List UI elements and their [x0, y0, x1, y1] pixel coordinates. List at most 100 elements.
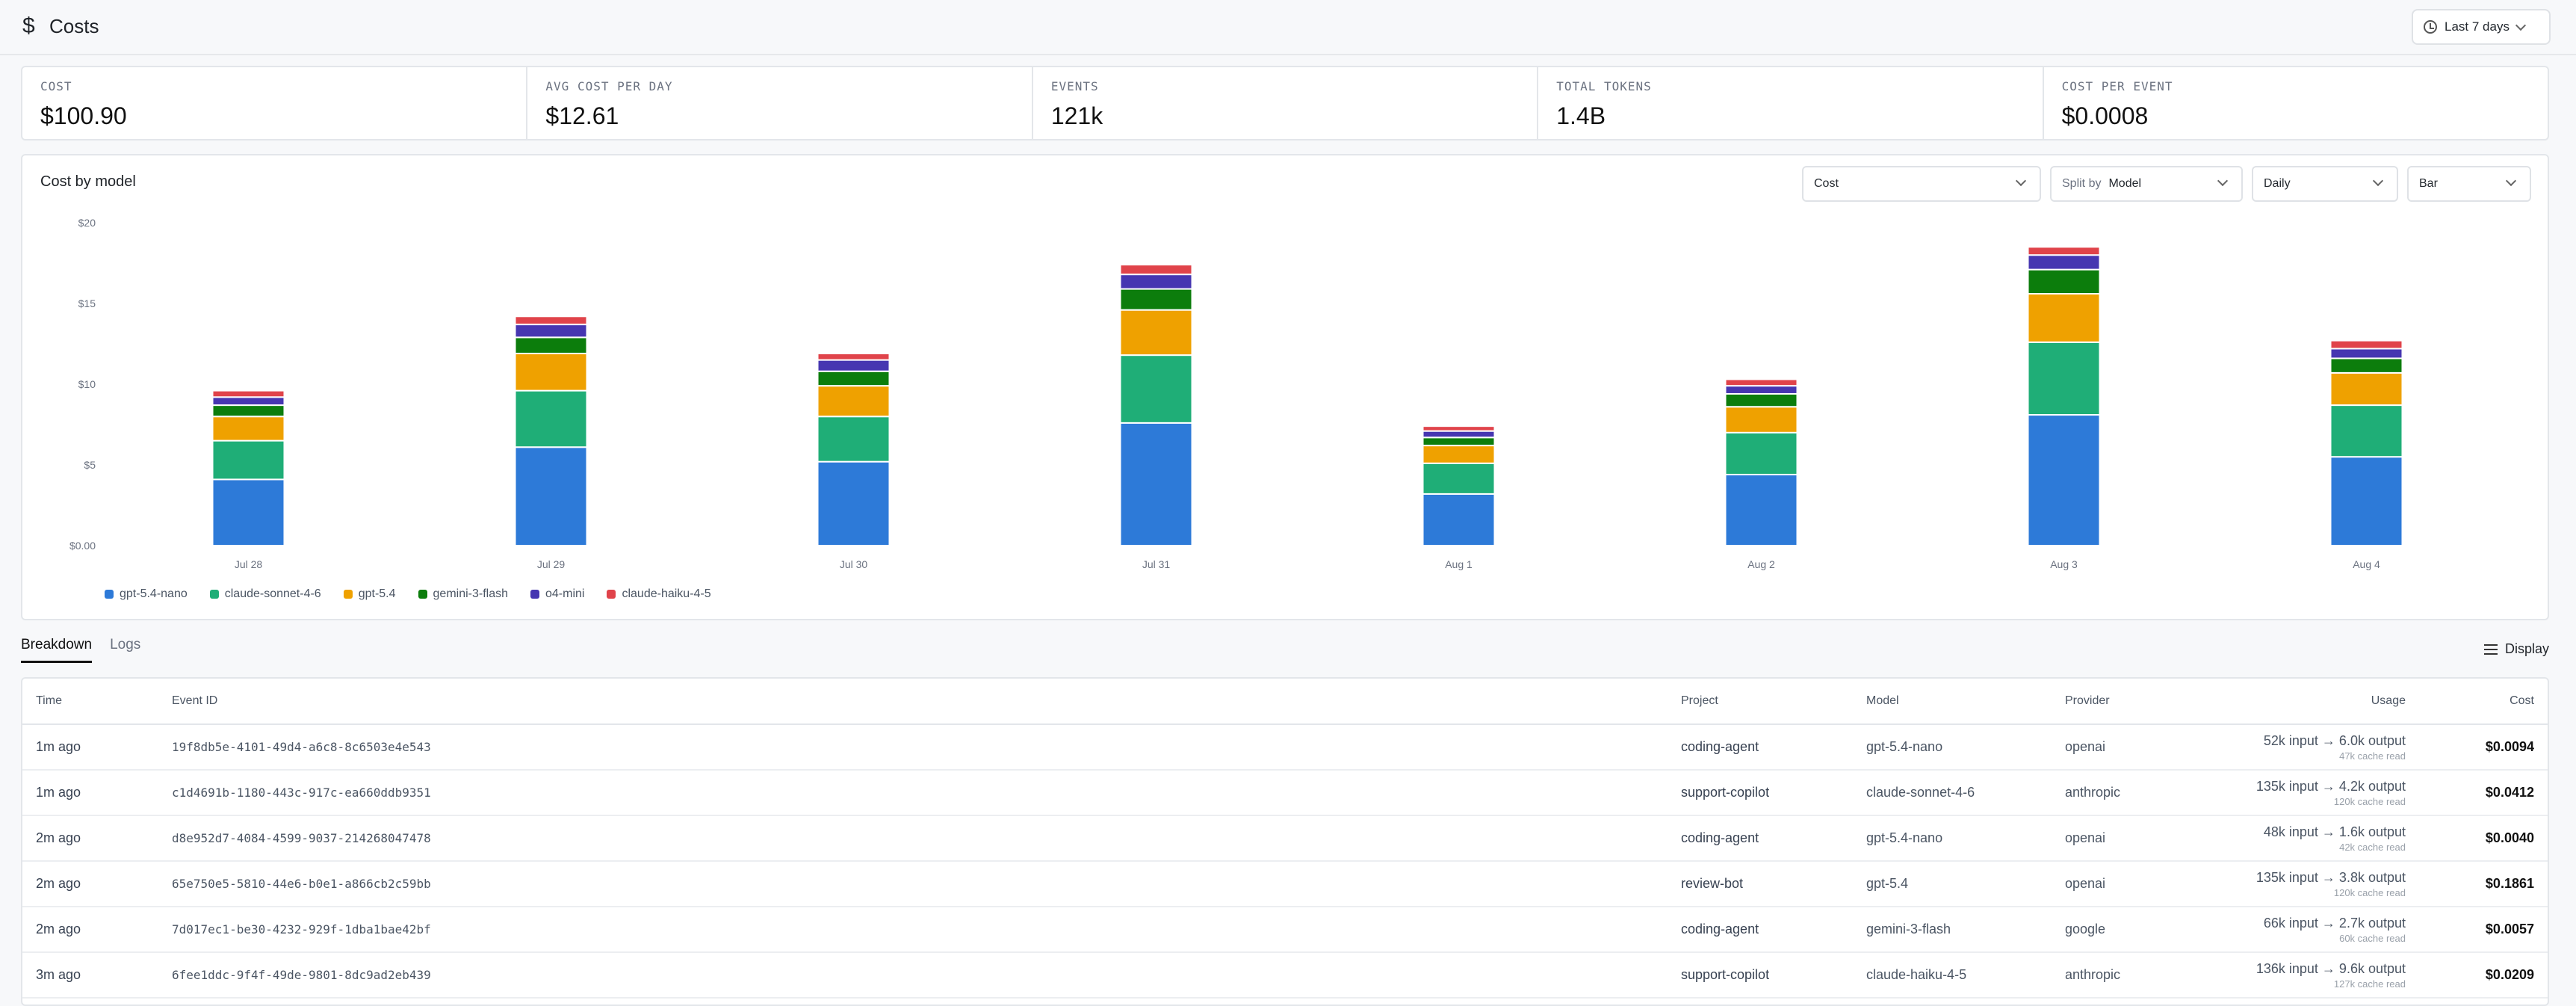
bar-segment[interactable] [2329, 348, 2403, 359]
cell-usage: 135k input → 4.2k output 120k cache read [2256, 771, 2406, 815]
stat-value: $100.90 [40, 102, 127, 129]
legend-item[interactable]: gpt-5.4 [343, 587, 396, 601]
table-row[interactable]: 2m ago d8e952d7-4084-4599-9037-2142680474… [22, 816, 2548, 862]
bar-segment[interactable] [211, 478, 285, 546]
dollar-icon: $ [22, 13, 35, 38]
bar-segment[interactable] [514, 315, 588, 326]
bar-segment[interactable] [514, 352, 588, 392]
legend-item[interactable]: gemini-3-flash [418, 587, 508, 601]
bar-segment[interactable] [1422, 462, 1496, 495]
bar-segment[interactable] [211, 404, 285, 418]
sliders-icon [2483, 644, 2498, 655]
tab-breakdown[interactable]: Breakdown [21, 637, 93, 663]
interval-select[interactable]: Daily [2252, 166, 2398, 202]
x-tick-label: Jul 29 [537, 558, 566, 570]
bar-segment[interactable] [1422, 493, 1496, 547]
bar-segment[interactable] [1422, 430, 1496, 439]
bar-segment[interactable] [211, 396, 285, 407]
bar-segment[interactable] [817, 416, 891, 463]
cell-event-id[interactable]: c1d4691b-1180-443c-917c-ea660ddb9351 [172, 786, 431, 800]
column-header-time[interactable]: Time [36, 694, 62, 707]
bar-segment[interactable] [1724, 431, 1798, 475]
table-row[interactable]: 1m ago c1d4691b-1180-443c-917c-ea660ddb93… [22, 771, 2548, 816]
legend-item[interactable]: gpt-5.4-nano [105, 587, 188, 601]
cell-event-id[interactable]: 6fee1ddc-9f4f-49de-9801-8dc9ad2eb439 [172, 968, 431, 982]
cell-project: coding-agent [1681, 739, 1759, 754]
bar-segment[interactable] [1724, 378, 1798, 387]
chart-type-select[interactable]: Bar [2407, 166, 2531, 202]
bar-segment[interactable] [1119, 354, 1193, 424]
bar-segment[interactable] [514, 336, 588, 354]
bar-segment[interactable] [2329, 404, 2403, 458]
bar-segment[interactable] [2027, 254, 2101, 271]
bar-segment[interactable] [1119, 422, 1193, 546]
stat-value: $0.0008 [2061, 102, 2149, 129]
legend-label: gpt-5.4-nano [120, 587, 188, 600]
bar-segment[interactable] [211, 416, 285, 442]
bar-segment[interactable] [1724, 473, 1798, 546]
split-by-select[interactable]: Split by Model [2050, 166, 2243, 202]
bar-segment[interactable] [2027, 246, 2101, 256]
table-row[interactable]: 1m ago 19f8db5e-4101-49d4-a6c8-8c6503e4e5… [22, 725, 2548, 771]
column-header-event-id[interactable]: Event ID [172, 694, 218, 707]
bar-segment[interactable] [2027, 293, 2101, 343]
interval-select-value: Daily [2264, 177, 2291, 190]
bar-segment[interactable] [2027, 414, 2101, 547]
bar-segment[interactable] [514, 389, 588, 448]
bar-segment[interactable] [1422, 425, 1496, 432]
cell-event-id[interactable]: d8e952d7-4084-4599-9037-214268047478 [172, 831, 431, 845]
cell-provider: google [2065, 922, 2106, 936]
legend-swatch [418, 590, 427, 599]
stat-value: 1.4B [1556, 102, 1606, 129]
y-tick-label: $5 [84, 459, 96, 471]
legend-item[interactable]: o4-mini [530, 587, 584, 601]
bar-segment[interactable] [1119, 274, 1193, 290]
bar-segment[interactable] [211, 439, 285, 481]
legend-item[interactable]: claude-sonnet-4-6 [209, 587, 321, 601]
cell-model: gemini-3-flash [1866, 922, 1951, 936]
bar-segment[interactable] [1422, 436, 1496, 447]
metric-select[interactable]: Cost [1802, 166, 2041, 202]
bar-segment[interactable] [1422, 445, 1496, 464]
bar-segment[interactable] [817, 359, 891, 372]
usage-tokens: 52k input → 6.0k output [2263, 732, 2406, 748]
bar-segment[interactable] [817, 460, 891, 546]
cell-cost: $0.0040 [2485, 830, 2534, 845]
cell-event-id[interactable]: 7d017ec1-be30-4232-929f-1dba1bae42bf [172, 922, 431, 936]
bar-segment[interactable] [1724, 392, 1798, 408]
cell-provider: openai [2065, 876, 2106, 891]
date-range-button[interactable]: Last 7 days [2412, 9, 2551, 45]
bar-segment[interactable] [817, 370, 891, 387]
bar-segment[interactable] [1724, 406, 1798, 433]
legend-item[interactable]: claude-haiku-4-5 [607, 587, 711, 601]
column-header-project[interactable]: Project [1681, 694, 1718, 707]
bar-segment[interactable] [2329, 456, 2403, 547]
column-header-usage[interactable]: Usage [2371, 694, 2406, 707]
column-header-provider[interactable]: Provider [2065, 694, 2110, 707]
tab-logs[interactable]: Logs [110, 637, 141, 652]
bar-segment[interactable] [514, 324, 588, 339]
display-button[interactable]: Display [2483, 641, 2549, 657]
bar-segment[interactable] [1724, 385, 1798, 395]
table-row[interactable]: 2m ago 7d017ec1-be30-4232-929f-1dba1bae42… [22, 907, 2548, 953]
table-row[interactable]: 3m ago 6fee1ddc-9f4f-49de-9801-8dc9ad2eb4… [22, 953, 2548, 999]
bar-segment[interactable] [2329, 339, 2403, 350]
bar-segment[interactable] [2329, 357, 2403, 374]
bar-segment[interactable] [514, 446, 588, 546]
bar-segment[interactable] [211, 389, 285, 398]
cell-usage: 135k input → 3.8k output 120k cache read [2256, 862, 2406, 906]
bar-segment[interactable] [1119, 309, 1193, 357]
column-header-model[interactable]: Model [1866, 694, 1899, 707]
bar-segment[interactable] [2027, 268, 2101, 295]
cell-event-id[interactable]: 19f8db5e-4101-49d4-a6c8-8c6503e4e543 [172, 740, 431, 754]
bar-segment[interactable] [817, 385, 891, 418]
bar-segment[interactable] [2329, 371, 2403, 407]
bar-segment[interactable] [2027, 341, 2101, 416]
table-row[interactable]: 2m ago 65e750e5-5810-44e6-b0e1-a866cb2c59… [22, 862, 2548, 907]
bar-segment[interactable] [817, 352, 891, 361]
bar-segment[interactable] [1119, 264, 1193, 276]
cell-event-id[interactable]: 65e750e5-5810-44e6-b0e1-a866cb2c59bb [172, 877, 431, 891]
bar-segment[interactable] [1119, 288, 1193, 311]
column-header-cost[interactable]: Cost [2510, 694, 2534, 707]
cell-project: review-bot [1681, 876, 1744, 891]
